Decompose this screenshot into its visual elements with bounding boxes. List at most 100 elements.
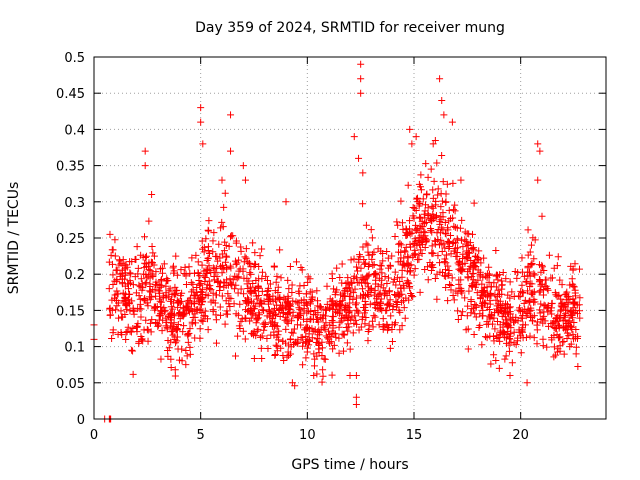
y-tick-label: 0.05 — [56, 377, 85, 392]
data-point — [222, 310, 230, 318]
data-point — [530, 334, 538, 342]
data-point — [213, 253, 221, 261]
data-point — [537, 282, 545, 290]
data-point — [199, 140, 207, 148]
data-point — [152, 292, 160, 300]
data-point — [260, 297, 268, 305]
data-point — [300, 281, 308, 289]
data-point — [308, 325, 316, 333]
data-point — [258, 306, 266, 314]
data-point — [193, 284, 201, 292]
data-point — [235, 256, 243, 264]
data-point — [559, 317, 567, 325]
data-point — [336, 318, 344, 326]
data-point — [438, 240, 446, 248]
data-point — [108, 246, 116, 254]
data-point — [538, 212, 546, 220]
data-point — [470, 330, 478, 338]
data-point — [347, 256, 355, 264]
data-point — [151, 303, 159, 311]
data-point — [311, 328, 319, 336]
data-point — [421, 214, 429, 222]
data-point — [367, 289, 375, 297]
data-point — [156, 265, 164, 273]
data-point — [190, 300, 198, 308]
data-point — [344, 327, 352, 335]
data-point — [198, 286, 206, 294]
x-axis-label: GPS time / hours — [291, 457, 408, 473]
data-point — [346, 299, 354, 307]
data-point — [186, 325, 194, 333]
data-point — [346, 307, 354, 315]
data-point — [437, 236, 445, 244]
data-point — [209, 307, 217, 315]
data-point — [536, 287, 544, 295]
data-point — [316, 314, 324, 322]
data-point — [152, 319, 160, 327]
data-point — [198, 261, 206, 269]
data-point — [534, 176, 542, 184]
data-point — [242, 254, 250, 262]
data-point — [209, 248, 217, 256]
data-point — [548, 334, 556, 342]
data-point — [507, 338, 515, 346]
data-point — [142, 279, 150, 287]
data-point — [237, 247, 245, 255]
data-point — [530, 312, 538, 320]
data-point — [186, 350, 194, 358]
data-point — [451, 201, 459, 209]
data-point — [121, 290, 129, 298]
data-point — [359, 169, 367, 177]
data-point — [220, 278, 228, 286]
data-point — [371, 287, 379, 295]
data-point — [377, 281, 385, 289]
data-point — [399, 261, 407, 269]
data-point — [550, 343, 558, 351]
data-point — [462, 237, 470, 245]
data-point — [564, 300, 572, 308]
data-point — [550, 353, 558, 361]
data-point — [150, 261, 158, 269]
data-point — [330, 285, 338, 293]
y-tick-label: 0.35 — [56, 160, 85, 175]
data-point — [165, 344, 173, 352]
data-point — [306, 298, 314, 306]
data-point — [356, 253, 364, 261]
data-point — [335, 323, 343, 331]
data-point — [221, 238, 229, 246]
data-point — [530, 295, 538, 303]
data-point — [575, 301, 583, 309]
data-point — [246, 269, 254, 277]
data-point — [142, 260, 150, 268]
data-point — [480, 254, 488, 262]
data-point — [478, 280, 486, 288]
data-point — [132, 255, 140, 263]
data-point — [264, 344, 272, 352]
data-point — [459, 255, 467, 263]
data-point — [306, 316, 314, 324]
data-point — [199, 245, 207, 253]
data-point — [527, 289, 535, 297]
data-point — [485, 278, 493, 286]
data-point — [558, 281, 566, 289]
data-point — [346, 372, 354, 380]
data-point — [357, 89, 365, 97]
data-point — [320, 324, 328, 332]
data-point — [461, 228, 469, 236]
data-point — [492, 247, 500, 255]
data-point — [146, 287, 154, 295]
data-point — [398, 273, 406, 281]
data-point — [512, 313, 520, 321]
data-point — [498, 312, 506, 320]
data-point — [385, 288, 393, 296]
data-point — [218, 250, 226, 258]
data-point — [449, 179, 457, 187]
data-point — [502, 334, 510, 342]
data-point — [170, 290, 178, 298]
data-point — [207, 298, 215, 306]
data-point — [350, 272, 358, 280]
data-point — [500, 308, 508, 316]
data-point — [531, 236, 539, 244]
data-point — [362, 221, 370, 229]
data-point — [328, 316, 336, 324]
